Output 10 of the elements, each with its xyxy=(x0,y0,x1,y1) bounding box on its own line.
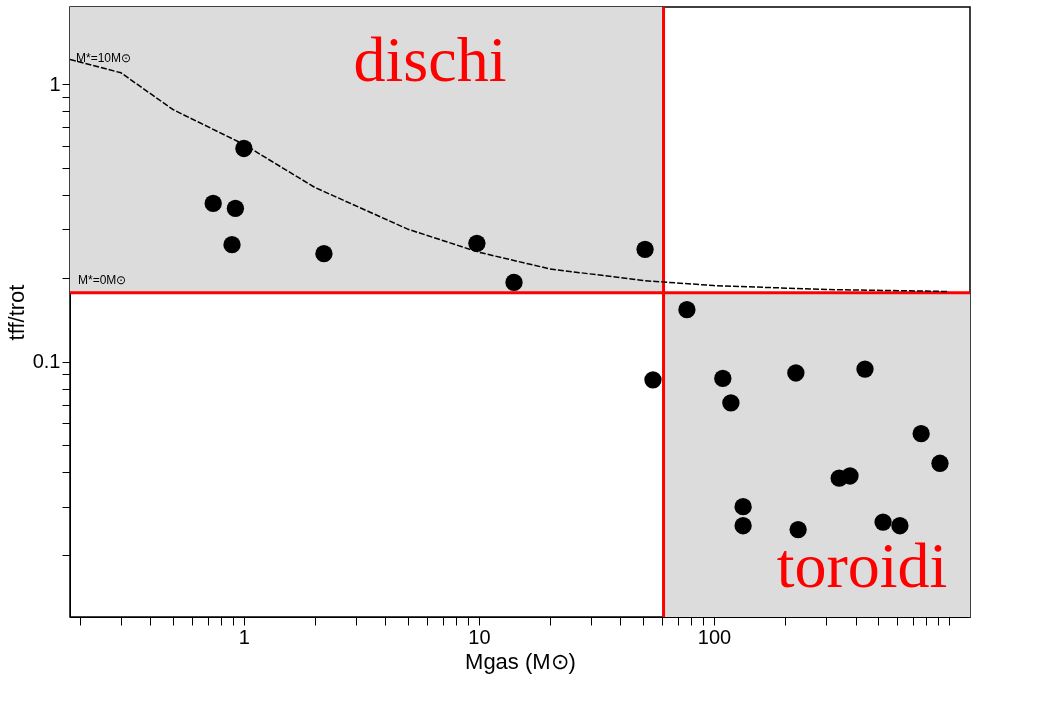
x-tick-label: 10 xyxy=(468,625,491,648)
y-axis-title: tff/trot xyxy=(3,284,29,341)
x-tick-label: 1 xyxy=(238,625,250,648)
x-axis-title: Mgas (M⊙) xyxy=(465,648,576,674)
y-tick-label: 0.1 xyxy=(32,350,61,373)
x-tick-label: 100 xyxy=(697,625,732,648)
ref-line-label: M*=0M⊙ xyxy=(78,272,127,287)
annotation: toroidi xyxy=(776,530,948,602)
annotation: dischi xyxy=(353,23,507,95)
series-label: M*=10M⊙ xyxy=(76,51,132,66)
